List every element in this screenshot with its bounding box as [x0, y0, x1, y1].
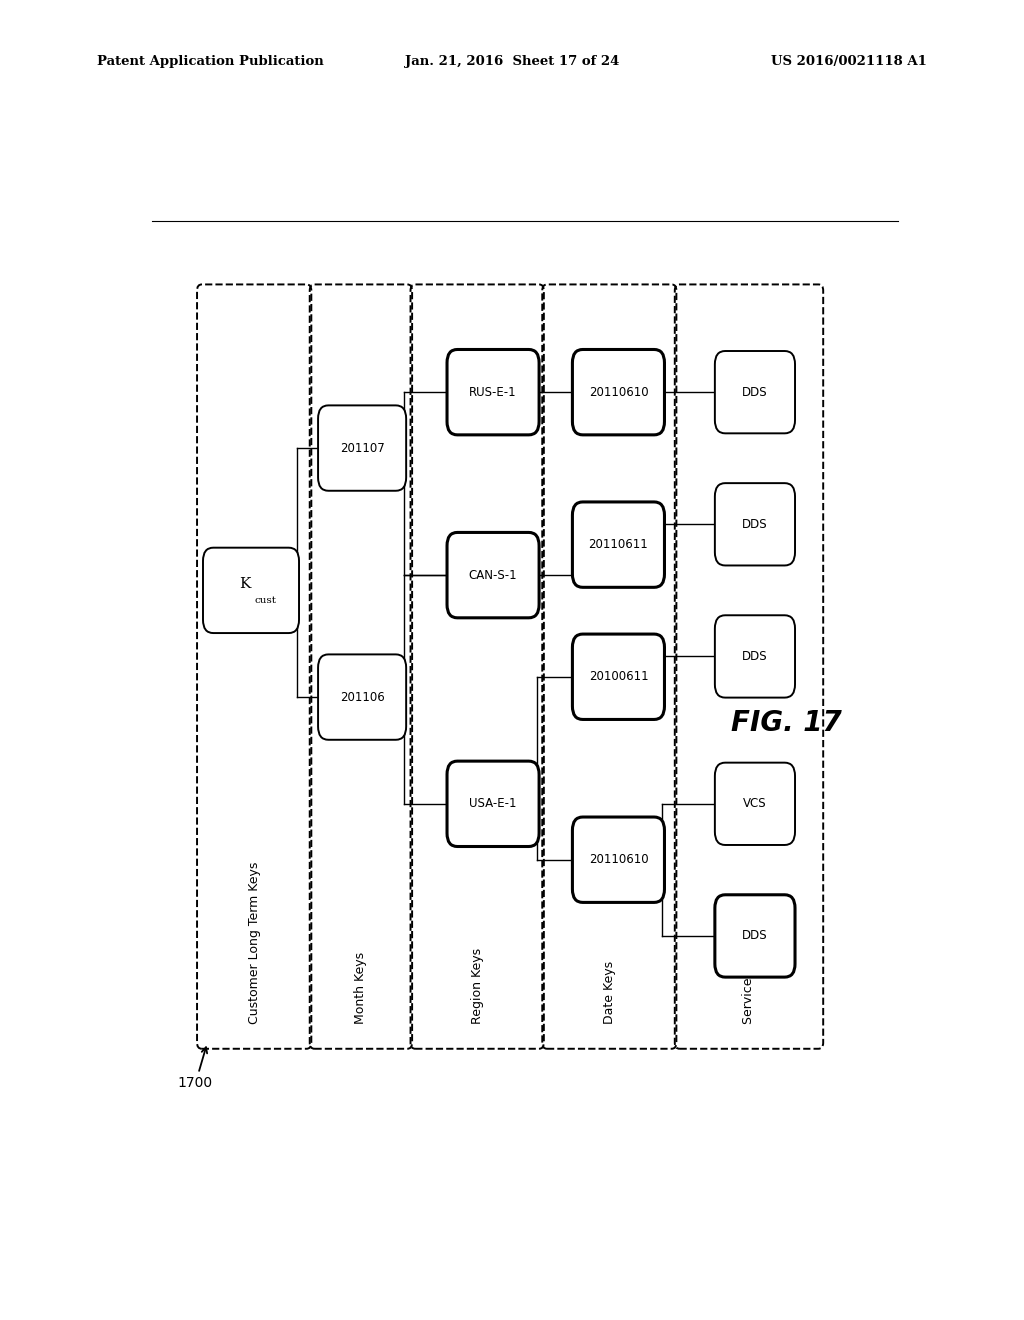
Text: VCS: VCS — [743, 797, 767, 810]
FancyBboxPatch shape — [715, 615, 795, 697]
Text: Region Keys: Region Keys — [471, 948, 483, 1024]
FancyBboxPatch shape — [715, 763, 795, 845]
Text: FIG. 17: FIG. 17 — [731, 709, 842, 737]
Text: cust: cust — [254, 597, 276, 605]
FancyBboxPatch shape — [318, 655, 407, 739]
FancyBboxPatch shape — [203, 548, 299, 634]
Text: Patent Application Publication: Patent Application Publication — [97, 55, 324, 69]
FancyBboxPatch shape — [572, 817, 665, 903]
Text: 20110611: 20110611 — [589, 539, 648, 552]
Text: Service Keys: Service Keys — [742, 945, 756, 1024]
FancyBboxPatch shape — [318, 405, 407, 491]
Text: DDS: DDS — [742, 517, 768, 531]
Text: K: K — [239, 577, 250, 591]
Text: DDS: DDS — [742, 649, 768, 663]
FancyBboxPatch shape — [572, 350, 665, 434]
Text: 20100611: 20100611 — [589, 671, 648, 684]
Text: 201106: 201106 — [340, 690, 384, 704]
Text: 201107: 201107 — [340, 442, 384, 454]
FancyBboxPatch shape — [715, 351, 795, 433]
Text: CAN-S-1: CAN-S-1 — [469, 569, 517, 582]
FancyBboxPatch shape — [572, 502, 665, 587]
Text: DDS: DDS — [742, 385, 768, 399]
Text: 1700: 1700 — [178, 1047, 213, 1090]
FancyBboxPatch shape — [715, 895, 795, 977]
FancyBboxPatch shape — [447, 532, 539, 618]
FancyBboxPatch shape — [447, 762, 539, 846]
Text: Month Keys: Month Keys — [354, 952, 368, 1024]
Text: RUS-E-1: RUS-E-1 — [469, 385, 517, 399]
FancyBboxPatch shape — [572, 634, 665, 719]
Text: Date Keys: Date Keys — [603, 961, 615, 1024]
Text: USA-E-1: USA-E-1 — [469, 797, 517, 810]
FancyBboxPatch shape — [715, 483, 795, 565]
Text: Customer Long Term Keys: Customer Long Term Keys — [248, 862, 261, 1024]
Text: 20110610: 20110610 — [589, 853, 648, 866]
Text: US 2016/0021118 A1: US 2016/0021118 A1 — [771, 55, 927, 69]
FancyBboxPatch shape — [447, 350, 539, 434]
Text: Jan. 21, 2016  Sheet 17 of 24: Jan. 21, 2016 Sheet 17 of 24 — [404, 55, 620, 69]
Text: DDS: DDS — [742, 929, 768, 942]
Text: 20110610: 20110610 — [589, 385, 648, 399]
